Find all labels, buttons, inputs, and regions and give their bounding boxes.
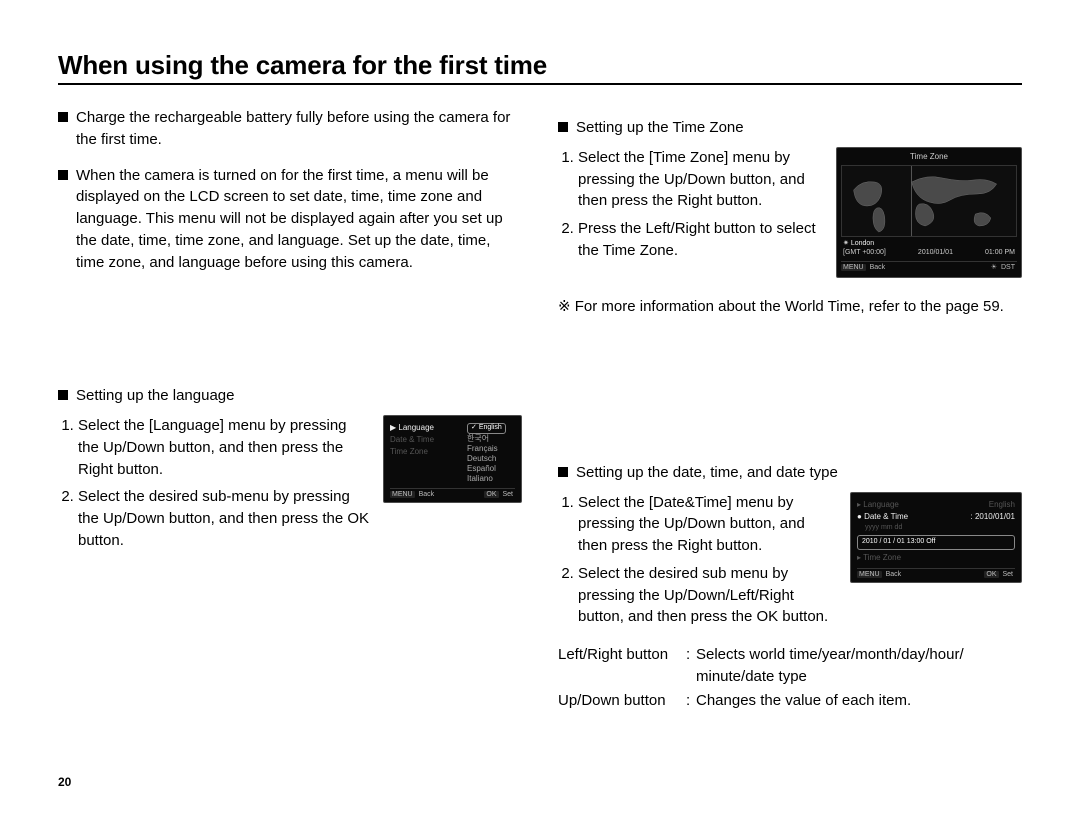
step-item: Select the [Date&Time] menu by pressing … bbox=[578, 492, 836, 557]
bullet-item: Charge the rechargeable battery fully be… bbox=[58, 107, 522, 151]
section-title: Setting up the date, time, and date type bbox=[576, 462, 838, 484]
steps-list: Select the [Language] menu by pressing t… bbox=[60, 415, 369, 552]
page-title: When using the camera for the first time bbox=[58, 50, 1022, 81]
section-heading: Setting up the date, time, and date type bbox=[558, 462, 1022, 484]
def-val: Selects world time/year/month/day/hour/ … bbox=[696, 644, 1022, 688]
title-rule bbox=[58, 83, 1022, 85]
square-bullet-icon bbox=[558, 467, 568, 477]
step-item: Select the desired sub-menu by pressing … bbox=[78, 486, 369, 551]
world-map-icon bbox=[841, 165, 1017, 237]
section-title: Setting up the language bbox=[76, 385, 234, 407]
lcd-timezone-screenshot: Time Zone bbox=[836, 147, 1022, 278]
step-item: Select the desired sub menu by pressing … bbox=[578, 563, 836, 628]
step-item: Select the [Language] menu by pressing t… bbox=[78, 415, 369, 480]
bullet-item: When the camera is turned on for the fir… bbox=[58, 165, 522, 274]
def-key: Up/Down button bbox=[558, 690, 686, 712]
left-column: Charge the rechargeable battery fully be… bbox=[58, 107, 522, 713]
def-colon: : bbox=[686, 644, 696, 666]
right-column: Setting up the Time Zone Select the [Tim… bbox=[558, 107, 1022, 713]
section-title: Setting up the Time Zone bbox=[576, 117, 744, 139]
steps-list: Select the [Date&Time] menu by pressing … bbox=[560, 492, 836, 629]
square-bullet-icon bbox=[58, 390, 68, 400]
note-text: ※ For more information about the World T… bbox=[558, 296, 1022, 318]
def-key: Left/Right button bbox=[558, 644, 686, 666]
square-bullet-icon bbox=[558, 122, 568, 132]
lcd-language-screenshot: ▶ Language Date & Time Time Zone ✓ Engli… bbox=[383, 415, 522, 503]
steps-list: Select the [Time Zone] menu by pressing … bbox=[560, 147, 822, 262]
section-heading: Setting up the language bbox=[58, 385, 522, 407]
bullet-text: When the camera is turned on for the fir… bbox=[76, 165, 522, 274]
page-number: 20 bbox=[58, 775, 71, 789]
square-bullet-icon bbox=[58, 170, 68, 180]
bullet-text: Charge the rechargeable battery fully be… bbox=[76, 107, 522, 151]
square-bullet-icon bbox=[58, 112, 68, 122]
step-item: Select the [Time Zone] menu by pressing … bbox=[578, 147, 822, 212]
def-val: Changes the value of each item. bbox=[696, 690, 1022, 712]
def-colon: : bbox=[686, 690, 696, 712]
lcd-datetime-screenshot: ▸ LanguageEnglish ● Date & Time: 2010/01… bbox=[850, 492, 1022, 583]
step-item: Press the Left/Right button to select th… bbox=[578, 218, 822, 262]
definitions: Left/Right button : Selects world time/y… bbox=[558, 644, 1022, 711]
section-heading: Setting up the Time Zone bbox=[558, 117, 1022, 139]
